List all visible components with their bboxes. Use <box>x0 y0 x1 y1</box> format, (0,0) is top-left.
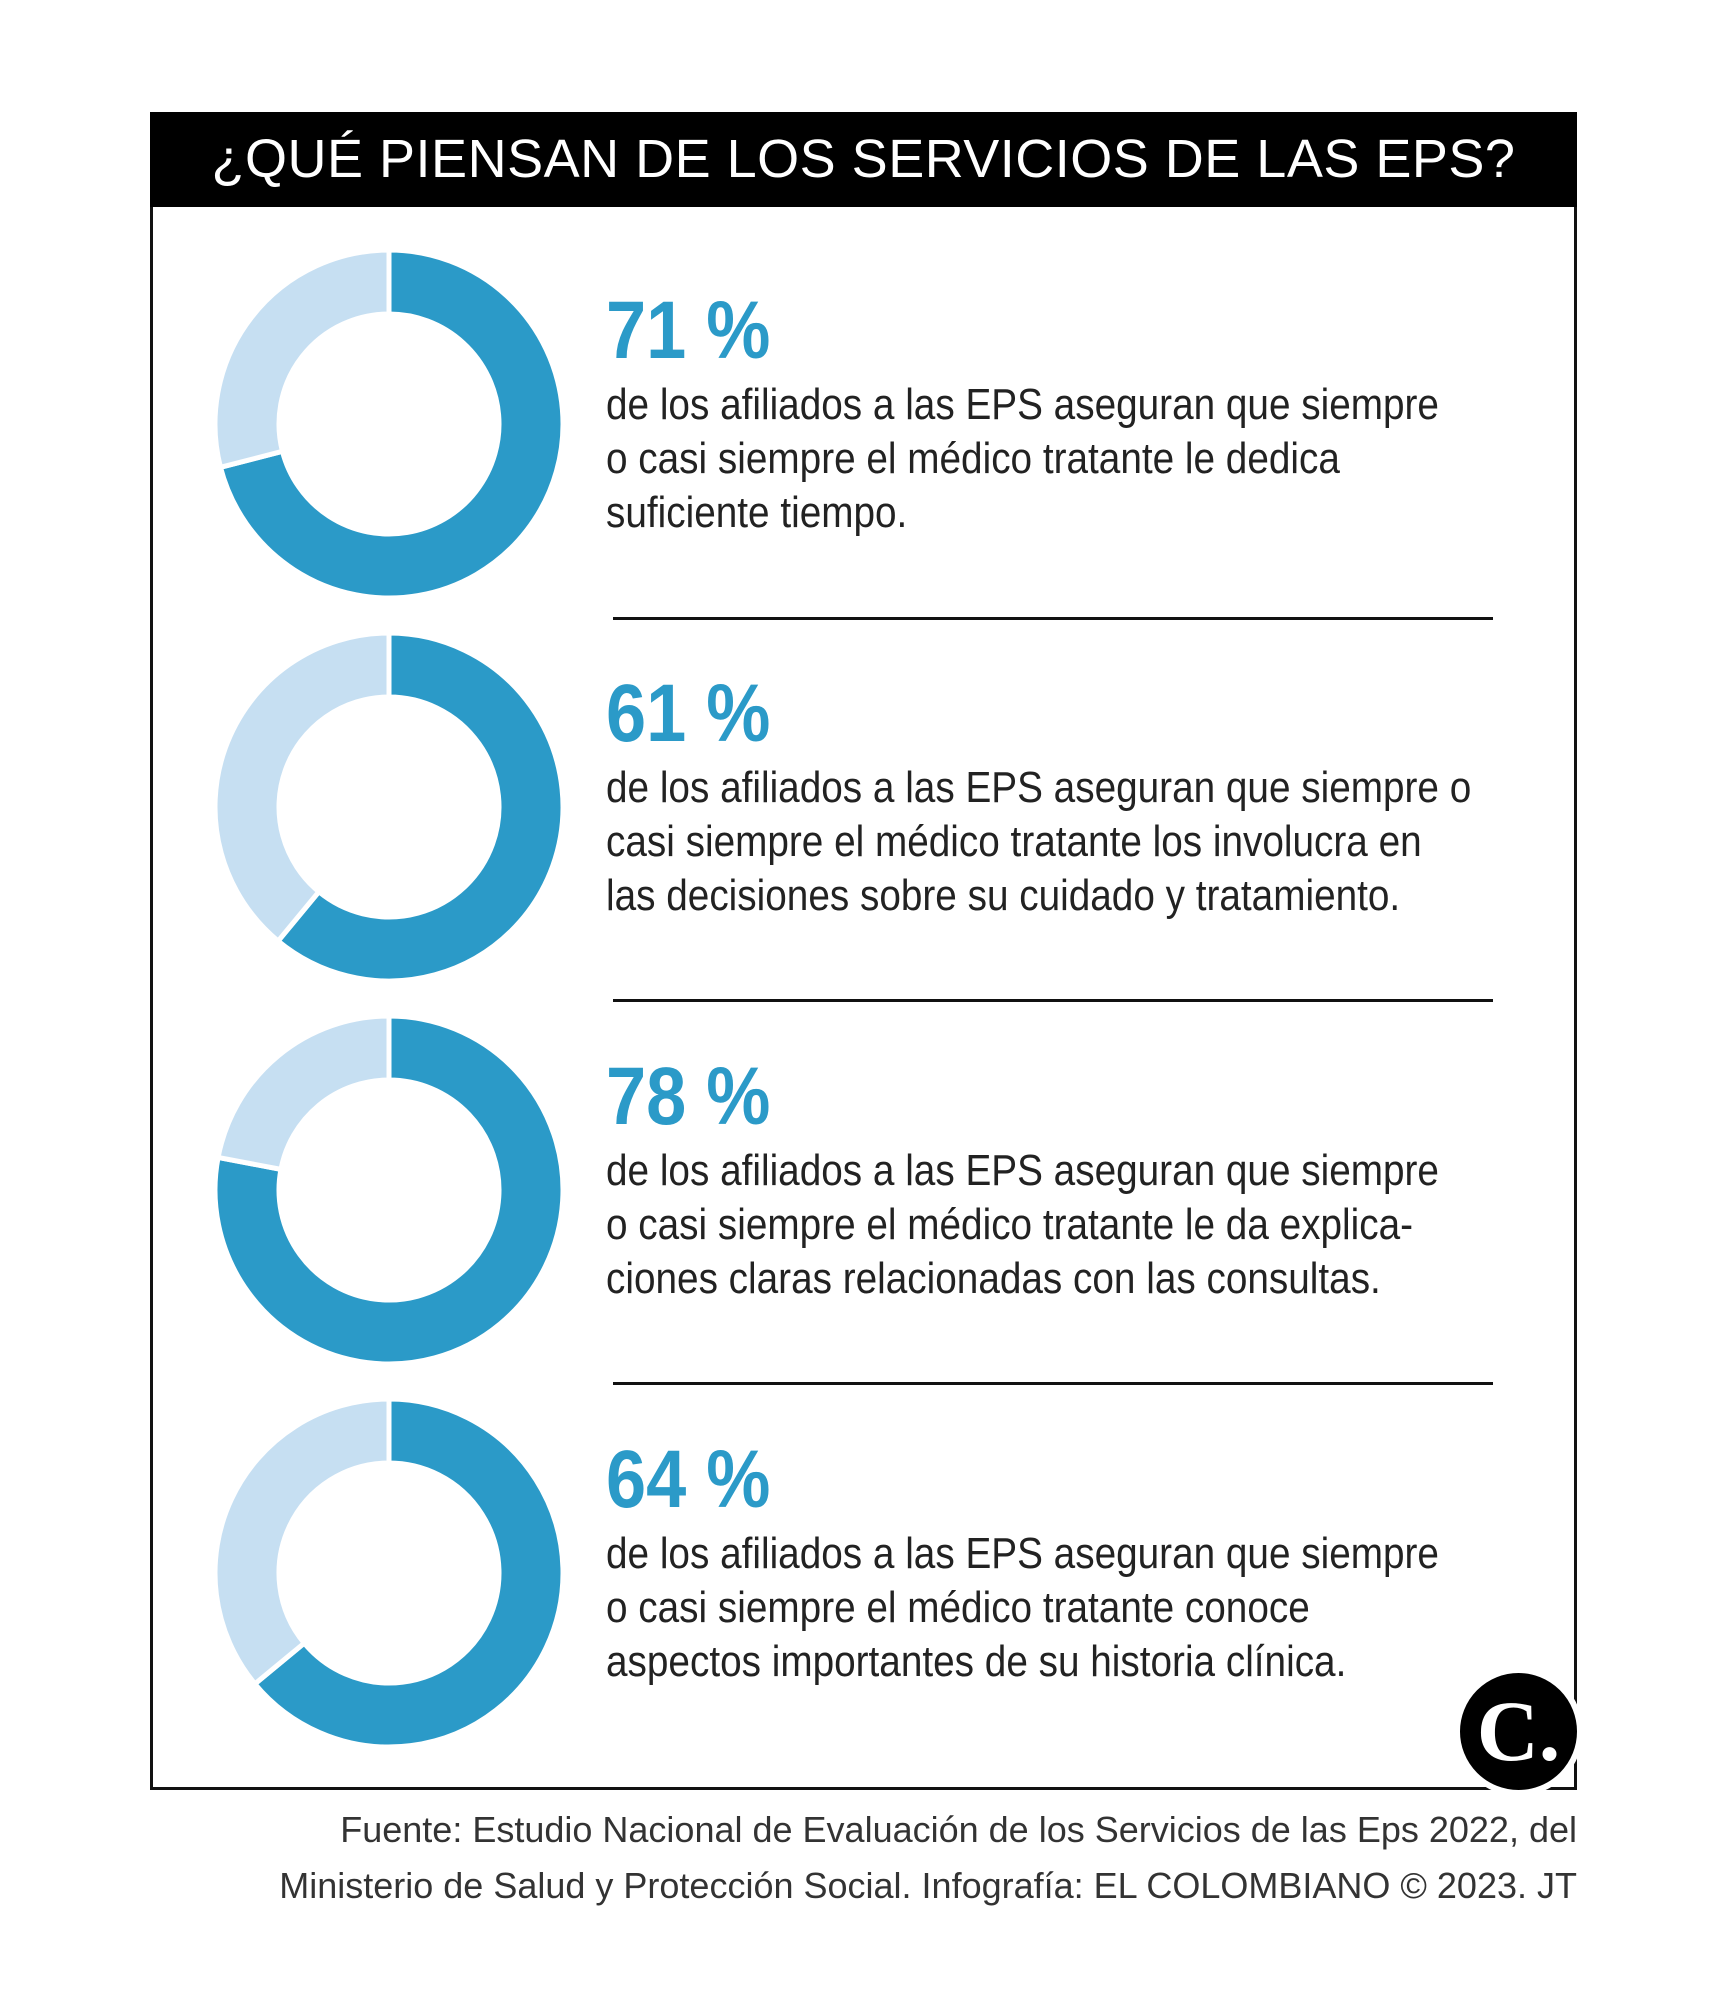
donut-chart-3 <box>213 1014 565 1366</box>
donut-chart-2 <box>213 631 565 983</box>
donut-slice-remainder <box>213 1397 392 1688</box>
description-line: ciones claras relacionadas con las consu… <box>606 1254 1381 1303</box>
page-title: ¿QUÉ PIENSAN DE LOS SERVICIOS DE LAS EPS… <box>150 112 1577 207</box>
description-line: de los afiliados a las EPS aseguran que … <box>606 380 1439 429</box>
percent-value: 61 % <box>606 668 771 759</box>
source-line: Fuente: Estudio Nacional de Evaluación d… <box>340 1809 1577 1850</box>
description-line: de los afiliados a las EPS aseguran que … <box>606 1529 1439 1578</box>
stat-row-4: 64 % de los afiliados a las EPS aseguran… <box>150 1379 1577 1759</box>
source-line: Ministerio de Salud y Protección Social.… <box>279 1865 1577 1906</box>
donut-slice-remainder <box>213 631 392 945</box>
logo-letter: C. <box>1476 1683 1561 1779</box>
donut-chart-4 <box>213 1397 565 1749</box>
divider <box>613 617 1493 620</box>
stat-description: de los afiliados a las EPS aseguran que … <box>606 1144 1536 1306</box>
donut-slice-value <box>213 1014 565 1366</box>
stat-row-1: 71 % de los afiliados a las EPS aseguran… <box>150 230 1577 610</box>
donut-svg <box>213 248 565 600</box>
donut-slice-value <box>251 1397 565 1749</box>
stat-description: de los afiliados a las EPS aseguran que … <box>606 1527 1536 1689</box>
donut-svg <box>213 1014 565 1366</box>
description-line: aspectos importantes de su historia clín… <box>606 1637 1347 1686</box>
donut-slice-remainder <box>213 248 392 471</box>
description-line: o casi siempre el médico tratante le ded… <box>606 434 1340 483</box>
divider <box>613 1382 1493 1385</box>
stat-row-3: 78 % de los afiliados a las EPS aseguran… <box>150 996 1577 1376</box>
percent-value: 71 % <box>606 285 771 376</box>
stat-row-2: 61 % de los afiliados a las EPS aseguran… <box>150 613 1577 993</box>
percent-value: 64 % <box>606 1434 771 1525</box>
percent-value: 78 % <box>606 1051 771 1142</box>
description-line: de los afiliados a las EPS aseguran que … <box>606 1146 1439 1195</box>
description-line: casi siempre el médico tratante los invo… <box>606 817 1422 866</box>
stat-description: de los afiliados a las EPS aseguran que … <box>606 378 1536 540</box>
divider <box>613 999 1493 1002</box>
donut-svg <box>213 631 565 983</box>
donut-slice-remainder <box>215 1014 392 1173</box>
donut-svg <box>213 1397 565 1749</box>
description-line: o casi siempre el médico tratante le da … <box>606 1200 1414 1249</box>
description-line: de los afiliados a las EPS aseguran que … <box>606 763 1472 812</box>
el-colombiano-logo-icon: C. <box>1454 1667 1583 1796</box>
description-line: o casi siempre el médico tratante conoce <box>606 1583 1310 1632</box>
donut-chart-1 <box>213 248 565 600</box>
description-line: suficiente tiempo. <box>606 488 908 537</box>
source-credit: Fuente: Estudio Nacional de Evaluación d… <box>77 1802 1577 1914</box>
stat-description: de los afiliados a las EPS aseguran que … <box>606 761 1536 923</box>
description-line: las decisiones sobre su cuidado y tratam… <box>606 871 1401 920</box>
donut-slice-value <box>217 248 565 600</box>
donut-slice-value <box>274 631 565 983</box>
